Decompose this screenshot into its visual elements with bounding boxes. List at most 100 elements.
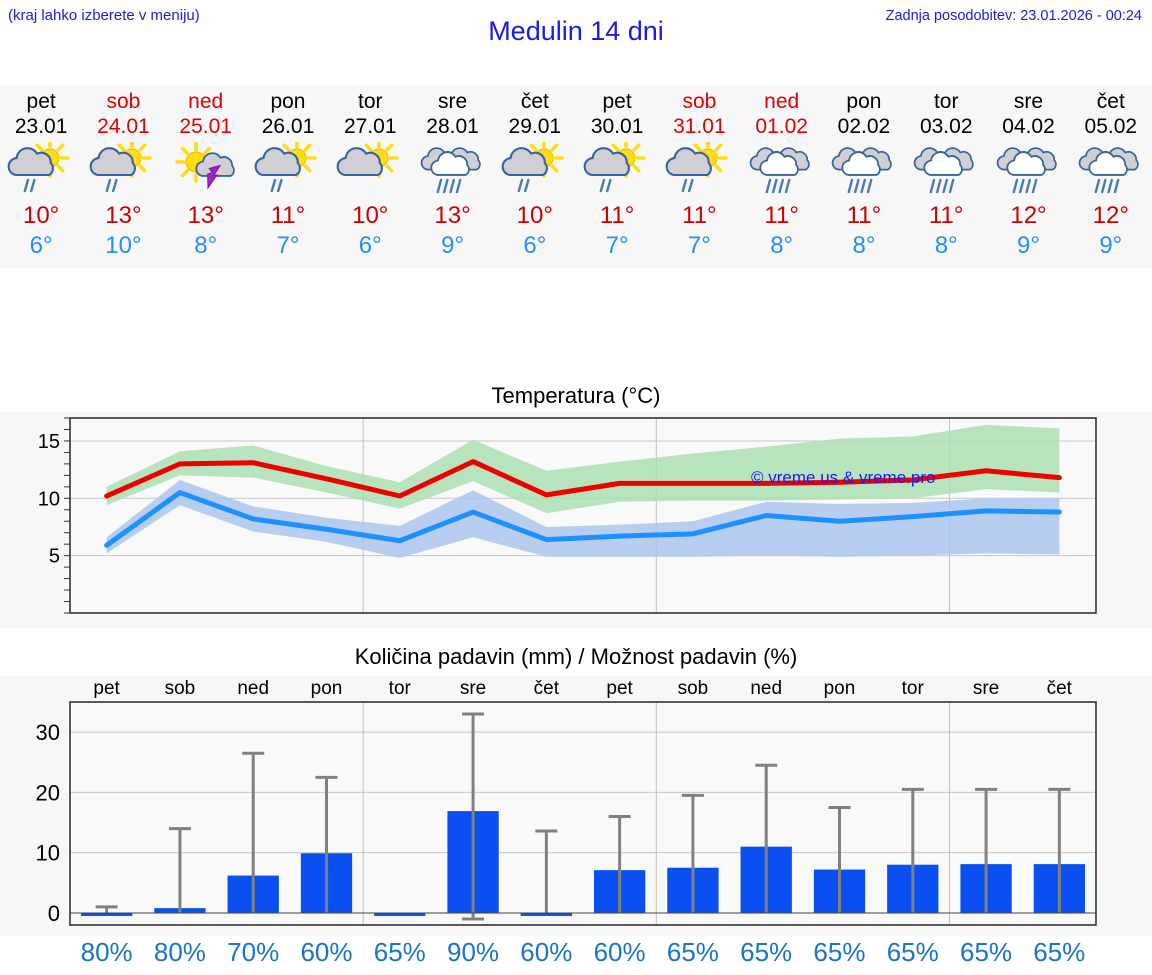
day-column-9[interactable]: sob 31.01 11° 7° (658, 85, 740, 268)
day-high-temperature: 13° (187, 202, 224, 229)
day-low-temperature: 7° (276, 232, 300, 259)
sun-cloud-rain-icon (252, 141, 324, 199)
precipitation-probability-label: 70% (227, 937, 280, 967)
temperature-chart-title: Temperatura (°C) (491, 383, 661, 408)
precipitation-day-label: tor (901, 678, 924, 699)
precipitation-probability-label: 65% (813, 937, 866, 967)
sun-cloud-rain-icon (87, 141, 159, 199)
sun-cloud-rain-icon (581, 141, 653, 199)
day-high-temperature: 10° (22, 202, 60, 229)
day-column-8[interactable]: pet 30.01 11° 7° (576, 85, 658, 268)
day-low-temperature: 9° (1017, 232, 1040, 259)
day-high-temperature: 11° (599, 202, 635, 229)
day-high-temperature: 12° (1010, 202, 1047, 229)
svg-text:5: 5 (49, 546, 60, 568)
day-column-11[interactable]: pon 02.02 11° 8° (823, 85, 905, 268)
precipitation-day-label: ned (750, 678, 783, 699)
day-name: ned (188, 90, 224, 113)
precipitation-day-label: pon (823, 678, 856, 699)
cloud-rain-icon (746, 141, 818, 199)
day-column-13[interactable]: sre 04.02 12° 9° (987, 85, 1069, 268)
day-low-temperature: 10° (105, 232, 142, 259)
precipitation-chart-plot: 0 10 20 30 (36, 701, 1097, 926)
precipitation-day-label: sob (164, 678, 196, 699)
day-high-temperature: 10° (516, 202, 553, 229)
page-header: (kraj lahko izberete v meniju) Medulin 1… (0, 0, 1152, 85)
precipitation-probability-label: 80% (80, 937, 133, 967)
temperature-chart-section: Temperatura (°C) 5 10 15 © vreme.us & vrem… (0, 380, 1152, 628)
sun-cloud-rain-icon (499, 141, 571, 199)
day-name: pet (602, 90, 632, 113)
cloud-rain-icon (828, 141, 900, 199)
precipitation-day-label: sre (972, 678, 1000, 699)
day-name: tor (933, 90, 959, 113)
day-column-14[interactable]: čet 05.02 12° 9° (1070, 85, 1152, 268)
spacer-band (0, 268, 1152, 380)
day-date: 23.01 (14, 115, 68, 138)
sun-cloud-rain-icon (663, 141, 735, 199)
day-date: 05.02 (1084, 115, 1138, 138)
day-column-2[interactable]: sob 24.01 13° 10° (82, 85, 164, 268)
precipitation-percent-labels: 80% 80% 70% 60% 65% 90% 60% 60% 65% 65% 65% 65% 65% 6… (70, 932, 1096, 972)
day-date: 28.01 (426, 115, 479, 138)
day-high-temperature: 11° (846, 202, 882, 229)
precipitation-probability-label: 65% (1033, 937, 1086, 967)
day-column-5[interactable]: tor 27.01 10° 6° (329, 85, 411, 268)
day-name: pon (270, 90, 306, 113)
svg-text:30: 30 (36, 720, 60, 745)
day-low-temperature: 7° (687, 232, 711, 259)
precipitation-probability-label: 65% (373, 937, 426, 967)
day-high-temperature: 11° (270, 202, 306, 229)
day-low-temperature: 6° (29, 232, 53, 259)
day-name: čet (520, 90, 549, 113)
day-column-1[interactable]: pet 23.01 10° 6° (0, 85, 82, 268)
day-name: pet (26, 90, 56, 113)
svg-text:10: 10 (38, 488, 60, 510)
day-low-temperature: 8° (934, 232, 958, 259)
day-column-4[interactable]: pon 26.01 11° 7° (247, 85, 329, 268)
cloud-rain-icon (1075, 141, 1147, 199)
day-low-temperature: 8° (852, 232, 876, 259)
day-column-7[interactable]: čet 29.01 10° 6° (494, 85, 576, 268)
day-high-temperature: 10° (352, 202, 389, 229)
precipitation-chart-section: Količina padavin (mm) / Možnost padavin … (0, 636, 1152, 975)
precipitation-probability-label: 60% (520, 937, 573, 967)
precipitation-day-label: pet (606, 678, 633, 699)
day-column-6[interactable]: sre 28.01 13° 9° (411, 85, 493, 268)
day-name: sre (1013, 90, 1044, 113)
day-low-temperature: 9° (441, 232, 465, 259)
day-high-temperature: 11° (764, 202, 799, 229)
sun-cloud-rain-icon (5, 141, 77, 199)
precipitation-day-label: tor (388, 678, 411, 699)
precipitation-probability-label: 60% (593, 937, 646, 967)
svg-text:10: 10 (36, 841, 60, 866)
day-column-10[interactable]: ned 01.02 11° 8° (741, 85, 823, 268)
precipitation-chart-title: Količina padavin (mm) / Možnost padavin … (354, 644, 798, 669)
precipitation-day-label: ned (237, 678, 270, 699)
cloud-rain-icon (993, 141, 1065, 199)
cloud-rain-icon (910, 141, 982, 199)
day-name: tor (358, 90, 383, 113)
day-name: ned (764, 90, 800, 113)
day-low-temperature: 9° (1099, 232, 1123, 259)
day-date: 01.02 (755, 115, 808, 138)
precipitation-day-label: pet (93, 678, 120, 699)
precipitation-probability-label: 90% (447, 937, 500, 967)
day-low-temperature: 8° (194, 232, 218, 259)
day-date: 30.01 (590, 115, 644, 138)
day-high-temperature: 13° (434, 202, 471, 229)
precipitation-day-label: čet (533, 678, 559, 699)
day-name: pon (846, 90, 882, 113)
day-date: 02.02 (837, 115, 891, 138)
page-title: Medulin 14 dni (488, 16, 664, 46)
precipitation-probability-label: 60% (300, 937, 353, 967)
day-low-temperature: 6° (358, 232, 382, 259)
sun-cloud-icon (334, 141, 406, 199)
day-low-temperature: 6° (523, 232, 547, 259)
svg-text:0: 0 (48, 901, 60, 926)
day-column-3[interactable]: ned 25.01 13° 8° (165, 85, 247, 268)
sun-cloud-thunder-icon (170, 141, 242, 199)
day-column-12[interactable]: tor 03.02 11° 8° (905, 85, 987, 268)
svg-text:20: 20 (36, 780, 60, 805)
day-high-temperature: 11° (682, 202, 717, 229)
